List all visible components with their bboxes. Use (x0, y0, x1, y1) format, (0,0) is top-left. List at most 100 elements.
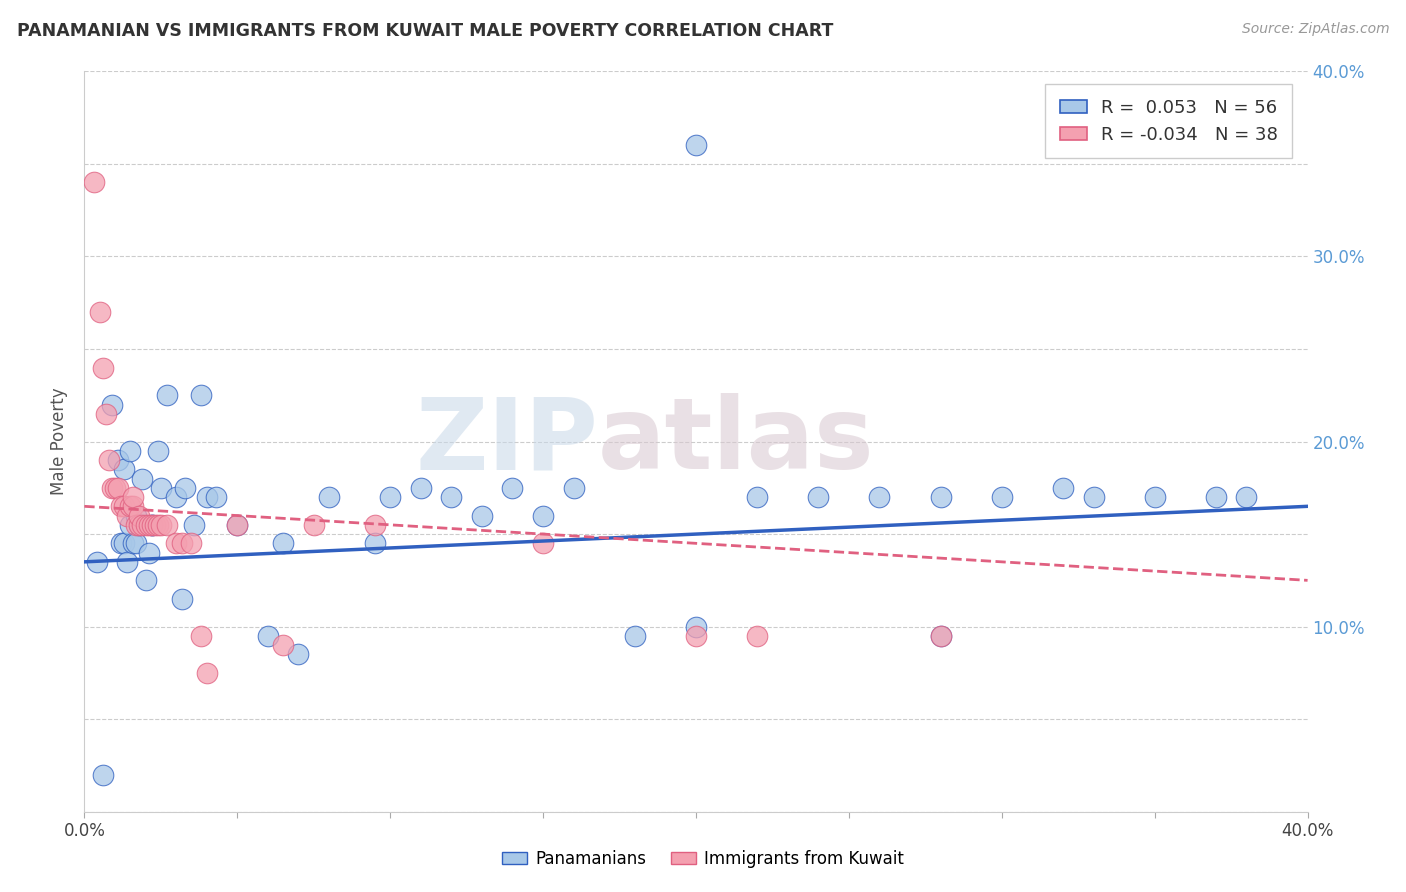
Point (1083, 490, 1105, 504)
Point (97, 453, 120, 467)
Point (135, 574, 157, 588)
Point (156, 388, 179, 402)
Point (183, 517, 205, 532)
Point (146, 517, 169, 532)
Point (172, 536, 194, 550)
Point (143, 517, 166, 532)
Point (226, 517, 249, 532)
Point (364, 517, 387, 532)
Point (120, 517, 142, 532)
Point (86, 555, 108, 569)
Point (104, 481, 127, 495)
Point (115, 508, 138, 523)
Point (125, 517, 148, 532)
Text: atlas: atlas (598, 393, 875, 490)
Point (125, 536, 148, 550)
Point (302, 517, 325, 532)
Point (131, 517, 153, 532)
Point (1052, 481, 1074, 495)
Point (531, 508, 554, 523)
Point (440, 490, 463, 504)
Y-axis label: Male Poverty: Male Poverty (51, 388, 69, 495)
Point (138, 517, 160, 532)
Point (128, 508, 150, 523)
Point (101, 481, 124, 495)
Point (141, 517, 163, 532)
Point (125, 508, 148, 523)
Legend: Panamanians, Immigrants from Kuwait: Panamanians, Immigrants from Kuwait (495, 844, 911, 875)
Point (287, 648, 309, 662)
Point (624, 629, 647, 643)
Point (685, 619, 707, 633)
Point (141, 517, 163, 532)
Point (257, 629, 280, 643)
Legend: R =  0.053   N = 56, R = -0.034   N = 38: R = 0.053 N = 56, R = -0.034 N = 38 (1045, 84, 1292, 158)
Point (120, 500, 142, 514)
Point (226, 517, 249, 532)
Point (146, 443, 169, 458)
Point (318, 490, 340, 504)
Point (138, 545, 160, 560)
Point (929, 629, 952, 643)
Point (128, 517, 150, 532)
Point (364, 536, 387, 550)
Point (205, 490, 228, 504)
Point (89, 305, 111, 319)
Point (120, 443, 142, 458)
Point (195, 490, 218, 504)
Point (1143, 490, 1166, 504)
Point (122, 536, 145, 550)
Point (131, 472, 153, 486)
Point (91, 360, 114, 375)
Point (110, 500, 132, 514)
Point (471, 508, 494, 523)
Point (271, 536, 294, 550)
Point (807, 490, 830, 504)
Point (190, 388, 212, 402)
Point (747, 629, 769, 643)
Point (180, 536, 202, 550)
Point (112, 536, 135, 550)
Point (172, 591, 194, 606)
Point (869, 490, 891, 504)
Point (929, 490, 952, 504)
Point (195, 665, 218, 680)
Point (141, 517, 163, 532)
Point (685, 138, 707, 153)
Point (122, 500, 145, 514)
Point (110, 536, 132, 550)
Point (122, 490, 145, 504)
Point (149, 481, 172, 495)
Text: ZIP: ZIP (415, 393, 598, 490)
Text: Source: ZipAtlas.com: Source: ZipAtlas.com (1241, 22, 1389, 37)
Point (101, 398, 124, 412)
Point (107, 453, 129, 467)
Point (115, 555, 138, 569)
Point (991, 490, 1014, 504)
Point (128, 517, 150, 532)
Point (190, 629, 212, 643)
Point (562, 481, 585, 495)
Point (174, 481, 197, 495)
Text: PANAMANIAN VS IMMIGRANTS FROM KUWAIT MALE POVERTY CORRELATION CHART: PANAMANIAN VS IMMIGRANTS FROM KUWAIT MAL… (17, 22, 834, 40)
Point (112, 462, 135, 476)
Point (149, 517, 172, 532)
Point (165, 490, 187, 504)
Point (91, 767, 114, 781)
Point (929, 629, 952, 643)
Point (1205, 490, 1227, 504)
Point (112, 500, 135, 514)
Point (107, 481, 129, 495)
Point (409, 481, 432, 495)
Point (165, 536, 187, 550)
Point (156, 517, 179, 532)
Point (502, 481, 524, 495)
Point (531, 536, 554, 550)
Point (94, 407, 117, 421)
Point (135, 517, 157, 532)
Point (685, 629, 707, 643)
Point (380, 490, 402, 504)
Point (1236, 490, 1258, 504)
Point (83, 175, 105, 190)
Point (747, 490, 769, 504)
